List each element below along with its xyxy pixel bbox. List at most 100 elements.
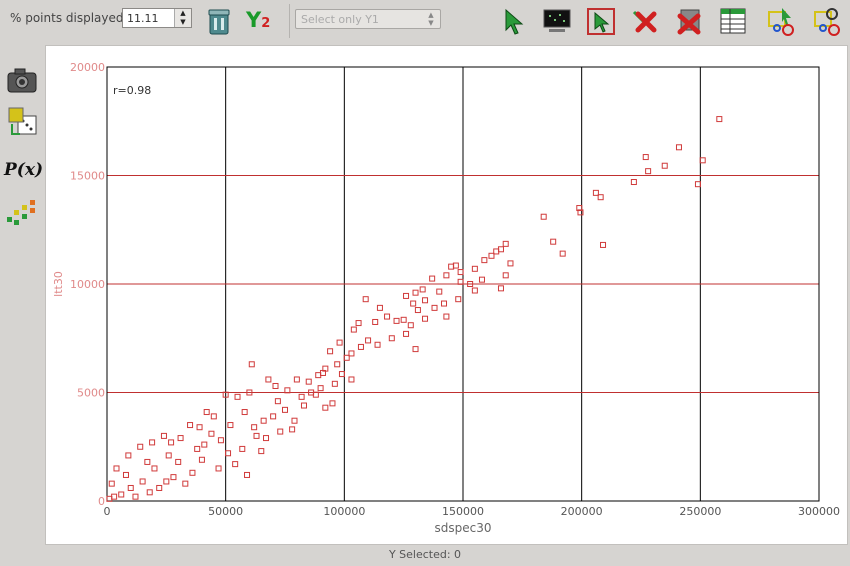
data-point: [113, 465, 120, 472]
data-point: [137, 443, 144, 450]
y-tick-label: 15000: [70, 170, 105, 183]
spin-up-icon[interactable]: ▲: [180, 9, 186, 17]
data-point: [189, 469, 196, 476]
data-point: [471, 265, 478, 272]
data-point: [298, 393, 305, 400]
table-icon[interactable]: [716, 4, 750, 38]
data-point: [234, 393, 241, 400]
data-point: [168, 439, 175, 446]
data-point: [407, 322, 414, 329]
deselect-icon[interactable]: [628, 4, 662, 38]
camera-icon[interactable]: [4, 62, 40, 98]
data-point: [125, 452, 132, 459]
data-point: [258, 448, 265, 455]
zoom-group-icon[interactable]: [810, 4, 844, 38]
data-point: [270, 413, 277, 420]
delete-icon[interactable]: [672, 4, 706, 38]
trash-bin-icon[interactable]: [202, 4, 236, 38]
data-point: [248, 361, 255, 368]
data-point: [577, 209, 584, 216]
dice-icon[interactable]: [4, 104, 40, 140]
data-point: [139, 478, 146, 485]
data-point: [108, 480, 115, 487]
data-point: [559, 250, 566, 257]
data-point: [365, 337, 372, 344]
data-point: [410, 300, 417, 307]
monitor-icon[interactable]: [540, 4, 574, 38]
y2-axis-icon[interactable]: Y2: [246, 8, 280, 42]
data-point: [431, 304, 438, 311]
data-point: [156, 484, 163, 491]
select-only-y1-label: Select only Y1: [301, 13, 379, 26]
x-tick-label: 100000: [323, 505, 365, 518]
x-tick-labels: 0 50000 100000 150000 200000 250000 300000: [104, 505, 841, 518]
plot-panel: 0 50000 100000 150000 200000 250000 300000 0 50…: [45, 45, 848, 545]
data-point: [215, 465, 222, 472]
x-tick-label: 300000: [798, 505, 840, 518]
data-point: [272, 382, 279, 389]
data-point: [384, 313, 391, 320]
data-point: [132, 493, 139, 500]
data-point: [348, 376, 355, 383]
data-point: [471, 287, 478, 294]
data-point: [507, 260, 514, 267]
data-point: [225, 450, 232, 457]
top-toolbar: % points displayed ▲ ▼ Y2 Select only Y1…: [0, 0, 850, 44]
data-point: [282, 406, 288, 413]
data-point: [127, 484, 134, 491]
plot-frame: [106, 66, 820, 502]
x-tick-label: 0: [104, 505, 111, 518]
data-point: [317, 385, 324, 392]
points-displayed-spinner[interactable]: ▲ ▼: [122, 8, 192, 28]
data-point: [422, 315, 429, 322]
data-point: [457, 278, 464, 285]
select-group-icon[interactable]: [764, 4, 798, 38]
data-point: [308, 389, 315, 396]
data-point: [592, 189, 599, 196]
y-tick-label: 20000: [70, 61, 105, 74]
data-point: [436, 288, 443, 295]
data-point: [201, 441, 208, 448]
pointer-icon[interactable]: [496, 4, 530, 38]
data-point: [540, 213, 547, 220]
x-tick-label: 150000: [442, 505, 484, 518]
data-point: [194, 445, 201, 452]
y-axis-label: ltt30: [52, 271, 65, 297]
function-icon[interactable]: P(x): [4, 160, 44, 180]
data-point: [277, 428, 284, 435]
data-point: [196, 424, 203, 431]
data-points: [106, 116, 723, 502]
data-point: [716, 116, 723, 123]
data-point: [694, 181, 701, 188]
x-axis-label: sdspec30: [435, 521, 492, 535]
data-point: [210, 413, 217, 420]
data-point: [336, 339, 343, 346]
data-point: [400, 316, 407, 323]
data-point: [170, 474, 177, 481]
data-point: [419, 286, 426, 293]
select-only-y1-combo[interactable]: Select only Y1 ▲ ▼: [295, 9, 441, 29]
data-point: [467, 281, 474, 287]
data-point: [645, 168, 652, 175]
y2-label: Y: [246, 8, 262, 32]
data-point: [362, 296, 369, 303]
status-bar: Y Selected: 0: [388, 548, 462, 561]
points-displayed-input[interactable]: [123, 9, 179, 27]
data-point: [443, 272, 450, 279]
spinner-arrows[interactable]: ▲ ▼: [174, 9, 191, 27]
data-point: [253, 432, 260, 439]
data-point: [493, 248, 500, 255]
select-pointer-icon[interactable]: [584, 4, 618, 38]
data-point: [122, 471, 129, 478]
spin-down-icon[interactable]: ▼: [180, 18, 186, 26]
data-point: [263, 435, 270, 442]
data-point: [106, 495, 113, 502]
data-point: [338, 371, 345, 378]
data-point: [151, 465, 158, 472]
data-point: [481, 257, 488, 264]
scatter-chart[interactable]: 0 50000 100000 150000 200000 250000 300000 0 50…: [46, 46, 847, 544]
data-point: [251, 424, 258, 431]
data-point: [478, 276, 485, 283]
points-grid-icon[interactable]: [4, 196, 40, 232]
data-point: [274, 398, 281, 405]
